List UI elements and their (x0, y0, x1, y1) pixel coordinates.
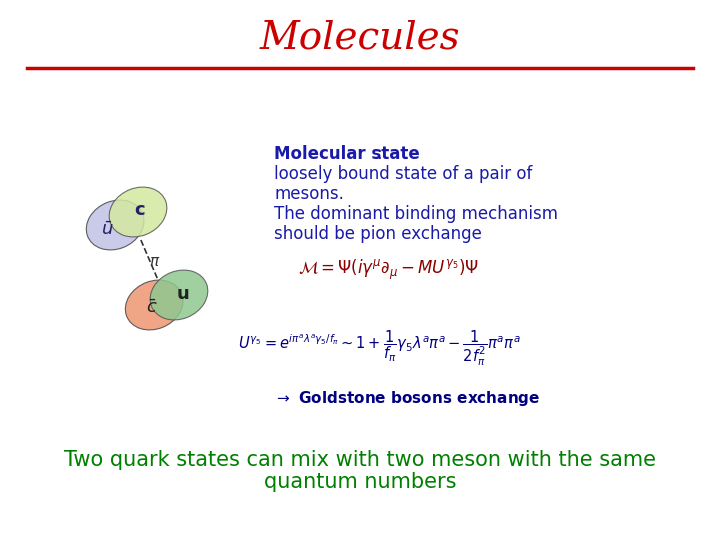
Text: should be pion exchange: should be pion exchange (274, 225, 482, 243)
Text: $\rightarrow$ Goldstone bosons exchange: $\rightarrow$ Goldstone bosons exchange (274, 388, 541, 408)
Ellipse shape (109, 187, 167, 237)
Text: mesons.: mesons. (274, 185, 344, 203)
Ellipse shape (150, 270, 208, 320)
Text: $\mathcal{M} = \Psi(i\gamma^\mu \partial_\mu - MU^{\gamma_5})\Psi$: $\mathcal{M} = \Psi(i\gamma^\mu \partial… (298, 258, 479, 282)
Text: Molecular state: Molecular state (274, 145, 420, 163)
Text: u: u (176, 285, 189, 303)
Text: The dominant binding mechanism: The dominant binding mechanism (274, 205, 558, 223)
Text: $\bar{c}$: $\bar{c}$ (146, 299, 158, 317)
Text: :: : (377, 145, 383, 163)
Text: loosely bound state of a pair of: loosely bound state of a pair of (274, 165, 533, 183)
Ellipse shape (125, 280, 183, 330)
Text: Two quark states can mix with two meson with the same: Two quark states can mix with two meson … (64, 450, 656, 470)
Text: $\bar{u}$: $\bar{u}$ (102, 221, 114, 239)
Text: Molecules: Molecules (260, 19, 460, 57)
Text: $U^{\gamma_5} = e^{i\pi^a \lambda^a \gamma_5/f_\pi} \sim 1 + \dfrac{1}{f_\pi}\ga: $U^{\gamma_5} = e^{i\pi^a \lambda^a \gam… (238, 328, 521, 368)
Text: c: c (135, 201, 145, 219)
Text: quantum numbers: quantum numbers (264, 472, 456, 492)
Ellipse shape (86, 200, 144, 250)
Text: $\pi$: $\pi$ (149, 254, 161, 269)
